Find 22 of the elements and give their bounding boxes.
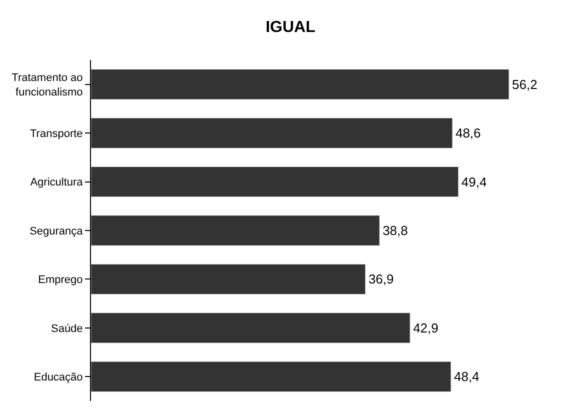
bar — [91, 166, 459, 198]
data-label: 56,2 — [512, 76, 538, 92]
y-tick-label: Educação — [34, 371, 83, 384]
bar — [91, 361, 452, 392]
data-label: 49,4 — [461, 174, 487, 190]
bar — [91, 118, 453, 148]
y-tick-label: Tratamento ao funcionalismo — [12, 72, 83, 98]
data-label: 36,9 — [368, 272, 394, 287]
y-tick-label: Transporte — [30, 128, 83, 140]
data-label: 48,4 — [454, 369, 480, 384]
y-tick-label: Agricultura — [30, 176, 84, 189]
data-label: 38,8 — [382, 223, 408, 238]
data-label: 42,9 — [413, 320, 438, 336]
y-tick-label: Emprego — [38, 274, 83, 286]
bar — [91, 215, 380, 246]
bar — [91, 312, 410, 344]
chart-title: IGUAL — [266, 19, 316, 36]
bar — [91, 69, 510, 100]
y-tick-label: Saúde — [50, 322, 83, 335]
y-tick-label: Segurança — [30, 225, 84, 238]
bar — [91, 264, 366, 295]
data-label: 48,6 — [455, 126, 481, 141]
